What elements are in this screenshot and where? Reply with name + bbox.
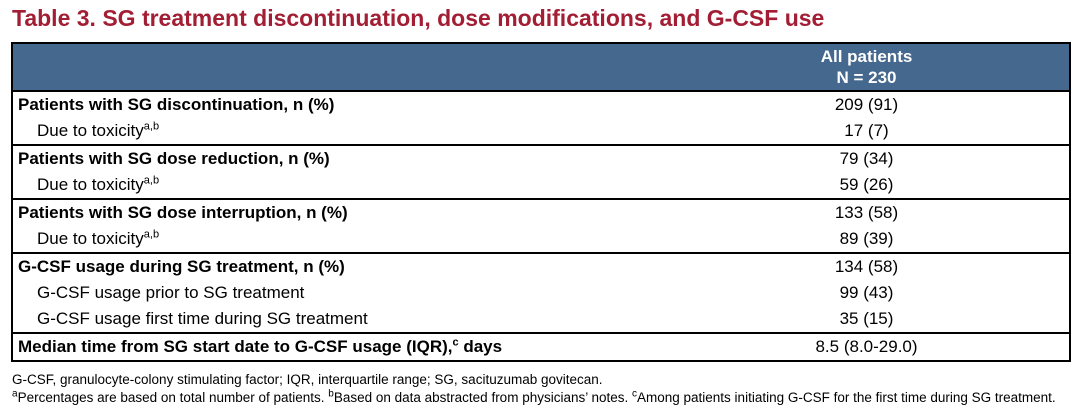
table-row: Due to toxicitya,b 59 (26)	[12, 172, 1070, 199]
row-label: G-CSF usage during SG treatment, n (%)	[18, 257, 345, 276]
group-median-time: Median time from SG start date to G-CSF …	[12, 333, 1070, 361]
table-row: G-CSF usage prior to SG treatment 99 (43…	[12, 280, 1070, 306]
row-value: 8.5 (8.0-29.0)	[815, 337, 918, 356]
table-row: G-CSF usage during SG treatment, n (%) 1…	[12, 253, 1070, 280]
footnote-note-a: Percentages are based on total number of…	[17, 390, 329, 405]
header-value-line2: N = 230	[836, 68, 897, 87]
table-header-row: All patients N = 230	[12, 43, 1070, 91]
footnote-marker: a,b	[143, 174, 160, 187]
footnote-marker: a	[12, 388, 18, 400]
table-row: Due to toxicitya,b 17 (7)	[12, 118, 1070, 145]
row-value: 59 (26)	[839, 175, 894, 194]
row-value: 35 (15)	[839, 309, 894, 328]
group-discontinuation: Patients with SG discontinuation, n (%) …	[12, 91, 1070, 145]
table-row: Patients with SG dose reduction, n (%) 7…	[12, 145, 1070, 172]
row-label: G-CSF usage prior to SG treatment	[37, 283, 305, 302]
row-value: 133 (58)	[834, 203, 899, 222]
group-gcsf-usage: G-CSF usage during SG treatment, n (%) 1…	[12, 253, 1070, 333]
footnote-note-c: Among patients initiating G-CSF for the …	[637, 390, 1056, 405]
group-dose-interruption: Patients with SG dose interruption, n (%…	[12, 199, 1070, 253]
row-value: 17 (7)	[844, 121, 889, 140]
row-value: 99 (43)	[839, 283, 894, 302]
footnote-note-b: Based on data abstracted from physicians…	[333, 390, 632, 405]
header-value-line1: All patients	[820, 47, 913, 66]
footnote-notes: aPercentages are based on total number o…	[12, 389, 1068, 407]
table-row: G-CSF usage first time during SG treatme…	[12, 306, 1070, 333]
row-label: Due to toxicitya,b	[37, 174, 160, 194]
header-value-cell: All patients N = 230	[704, 43, 1070, 91]
row-label: Due to toxicitya,b	[37, 120, 160, 140]
table-row: Median time from SG start date to G-CSF …	[12, 333, 1070, 361]
table-title: Table 3. SG treatment discontinuation, d…	[12, 5, 825, 31]
row-label: Patients with SG discontinuation, n (%)	[18, 95, 335, 114]
row-label: Median time from SG start date to G-CSF …	[18, 336, 503, 356]
footnote-marker: a,b	[143, 228, 160, 241]
data-table: All patients N = 230 Patients with SG di…	[11, 42, 1071, 362]
table-row: Patients with SG dose interruption, n (%…	[12, 199, 1070, 226]
row-value: 89 (39)	[839, 229, 894, 248]
table-row: Due to toxicitya,b 89 (39)	[12, 226, 1070, 253]
table-row: Patients with SG discontinuation, n (%) …	[12, 91, 1070, 118]
footnote-marker: c	[452, 336, 459, 349]
row-value: 134 (58)	[834, 257, 899, 276]
row-label: Patients with SG dose interruption, n (%…	[18, 203, 348, 222]
row-value: 79 (34)	[839, 149, 894, 168]
footnote-marker: b	[328, 388, 334, 400]
footnote-abbreviations: G-CSF, granulocyte-colony stimulating fa…	[12, 372, 603, 387]
row-label: Due to toxicitya,b	[37, 228, 160, 248]
footnote-marker: a,b	[143, 120, 160, 133]
row-label: Patients with SG dose reduction, n (%)	[18, 149, 330, 168]
header-label-cell	[12, 43, 704, 91]
footnote-marker: c	[632, 388, 637, 400]
footnotes: G-CSF, granulocyte-colony stimulating fa…	[12, 371, 1068, 407]
row-value: 209 (91)	[834, 95, 899, 114]
group-dose-reduction: Patients with SG dose reduction, n (%) 7…	[12, 145, 1070, 199]
row-label: G-CSF usage first time during SG treatme…	[37, 309, 368, 328]
table-header: All patients N = 230	[12, 43, 1070, 91]
